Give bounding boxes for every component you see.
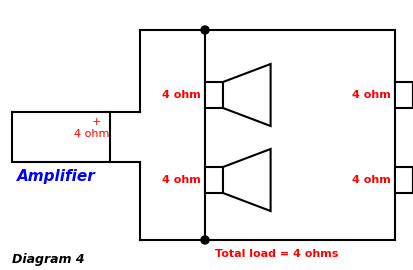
Text: 4 ohm: 4 ohm (162, 90, 201, 100)
Bar (205, 82, 223, 108)
Text: 4 ohm: 4 ohm (162, 175, 201, 185)
Bar (205, 167, 223, 193)
Text: 4 ohm: 4 ohm (352, 90, 391, 100)
Text: 4 ohm: 4 ohm (352, 175, 391, 185)
Polygon shape (223, 149, 271, 211)
Text: +: + (91, 117, 101, 127)
Bar (12, 112, 110, 162)
Text: Amplifier: Amplifier (17, 168, 96, 184)
Text: Total load = 4 ohms: Total load = 4 ohms (215, 249, 338, 259)
Circle shape (201, 236, 209, 244)
Text: 4 ohm: 4 ohm (74, 129, 110, 139)
Text: Diagram 4: Diagram 4 (12, 254, 85, 266)
Polygon shape (223, 64, 271, 126)
Circle shape (201, 26, 209, 34)
Bar (395, 82, 413, 108)
Bar (395, 167, 413, 193)
